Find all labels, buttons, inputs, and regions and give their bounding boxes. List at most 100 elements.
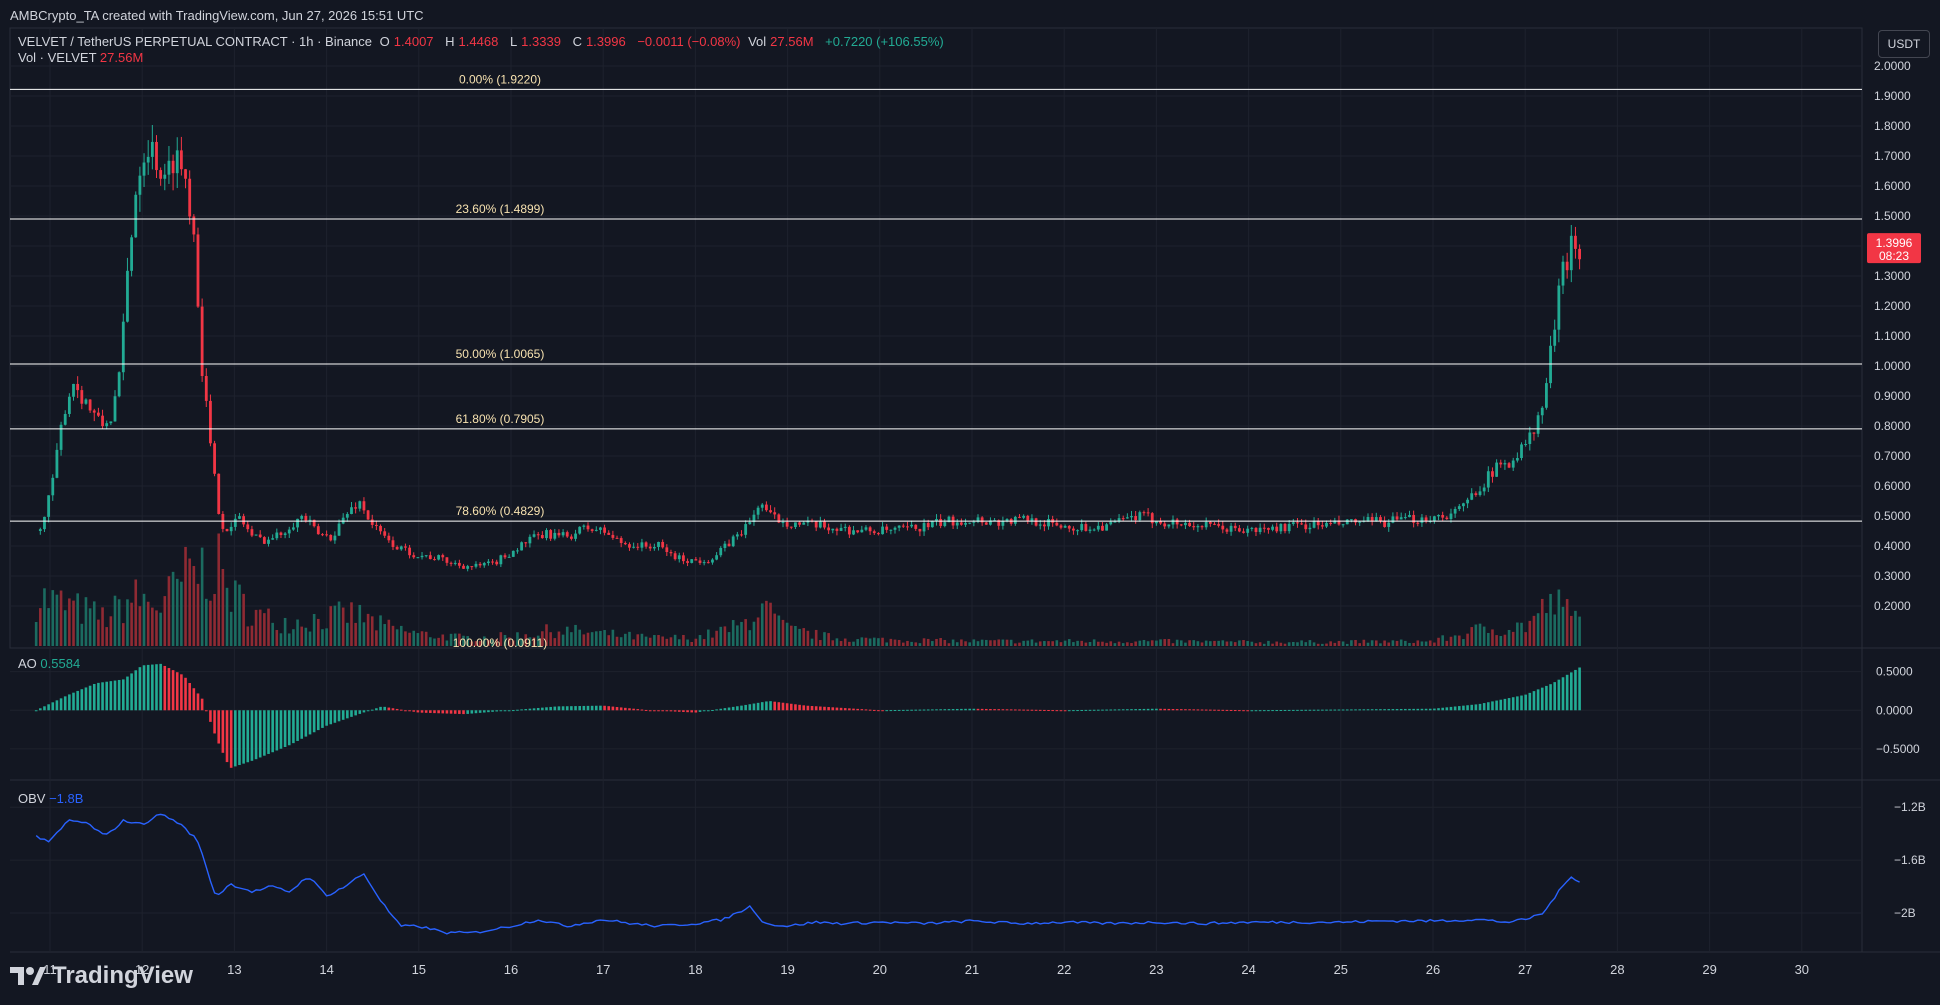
volume-bar: [246, 626, 250, 646]
candle-body: [715, 555, 719, 560]
volume-bar: [395, 629, 399, 646]
ao-bar: [976, 708, 980, 711]
candle-body: [561, 532, 565, 536]
ao-bar: [1474, 704, 1478, 711]
ao-bar: [151, 664, 154, 711]
candle-body: [362, 501, 366, 511]
ao-bar: [561, 706, 565, 711]
last-price-value: 1.3996: [1876, 236, 1913, 250]
volume-bar: [1009, 639, 1013, 646]
candle-body: [1117, 518, 1121, 522]
x-tick-label: 20: [873, 962, 887, 977]
volume-bar: [1080, 640, 1084, 646]
ao-bar: [694, 710, 698, 713]
currency-button[interactable]: USDT: [1878, 30, 1930, 58]
candle-body: [918, 528, 922, 532]
candle-body: [839, 527, 843, 531]
candle-body: [764, 504, 768, 511]
volume-bar: [1217, 640, 1220, 646]
low-label: L: [509, 34, 518, 49]
ao-bar: [1292, 709, 1295, 711]
candle-body: [976, 517, 980, 522]
symbol-title[interactable]: VELVET / TetherUS PERPETUAL CONTRACT · 1…: [18, 34, 373, 49]
volume-bar: [1412, 642, 1415, 646]
x-tick-label: 29: [1702, 962, 1716, 977]
volume-bar: [43, 588, 46, 646]
fib-level-label: 100.00% (0.0911): [453, 636, 548, 650]
volume-bar: [449, 633, 453, 646]
candle-body: [117, 372, 121, 397]
volume-bar: [1121, 643, 1125, 646]
ao-bar: [395, 708, 399, 711]
candle-body: [947, 516, 951, 523]
candle-body: [1569, 235, 1573, 271]
ao-bar: [503, 710, 507, 712]
candle-body: [1291, 522, 1295, 524]
candle-body: [1013, 516, 1017, 524]
candle-body: [258, 534, 262, 538]
candle-body: [578, 526, 582, 534]
obv-legend[interactable]: OBV −1.8B: [18, 791, 83, 806]
volume-bar: [1072, 642, 1075, 646]
volume-bar: [404, 631, 407, 646]
ao-bar: [893, 710, 897, 712]
ao-histogram: [34, 663, 1581, 768]
candle-body: [499, 555, 503, 565]
volume-bar: [337, 601, 341, 646]
candle-body: [864, 527, 868, 530]
ao-bar: [1337, 709, 1341, 711]
ao-bar: [1155, 708, 1158, 711]
volume-bar: [1030, 639, 1034, 646]
ao-bar: [802, 705, 806, 711]
candle-body: [582, 525, 586, 527]
candle-body: [1267, 528, 1270, 530]
ao-bar: [121, 679, 125, 711]
ao-bar: [765, 701, 768, 711]
ao-bar: [1549, 684, 1552, 711]
volume-bar: [777, 615, 781, 646]
ao-bar: [192, 688, 196, 711]
candle-body: [545, 530, 548, 539]
volume-series-legend[interactable]: Vol · VELVET 27.56M: [18, 50, 143, 65]
candle-body: [503, 555, 507, 558]
volume-bar: [1491, 629, 1494, 646]
volume-bar: [408, 632, 411, 646]
candle-body: [354, 507, 358, 509]
volume-bar: [1379, 643, 1382, 646]
ao-bar: [1404, 708, 1407, 711]
ao-legend[interactable]: AO 0.5584: [18, 656, 80, 671]
volume-bar: [752, 621, 756, 646]
volume-bar: [375, 630, 378, 646]
candle-body: [1399, 517, 1403, 520]
volume-bar: [1109, 641, 1113, 646]
candle-body: [1578, 248, 1581, 260]
ao-bar: [1051, 710, 1054, 712]
candle-body: [1092, 529, 1096, 531]
volume-bar: [175, 578, 179, 646]
volume-bar: [673, 634, 677, 646]
ao-bar: [619, 707, 623, 711]
volume-bar: [648, 637, 652, 646]
volume-bar: [1014, 643, 1017, 646]
candle-body: [76, 383, 80, 391]
candle-body: [989, 520, 992, 525]
volume-bar: [1105, 642, 1108, 646]
ao-bar: [1399, 708, 1403, 711]
ao-bar: [578, 706, 581, 711]
volume-bar: [723, 626, 727, 646]
ao-bar: [1495, 700, 1498, 711]
price-tick-label: 0.7000: [1874, 449, 1911, 463]
candle-body: [171, 160, 175, 174]
candle-body: [1520, 444, 1523, 459]
candle-body: [590, 529, 594, 531]
candle-body: [1312, 521, 1316, 528]
volume-bar: [1204, 640, 1208, 646]
candle-body: [209, 400, 212, 444]
ao-bar: [603, 705, 606, 711]
tradingview-logo[interactable]: TradingView: [10, 962, 193, 990]
candle-body: [914, 524, 918, 529]
ao-bar: [1009, 709, 1013, 711]
ao-bar: [458, 710, 461, 714]
vol-label: Vol: [748, 34, 767, 49]
